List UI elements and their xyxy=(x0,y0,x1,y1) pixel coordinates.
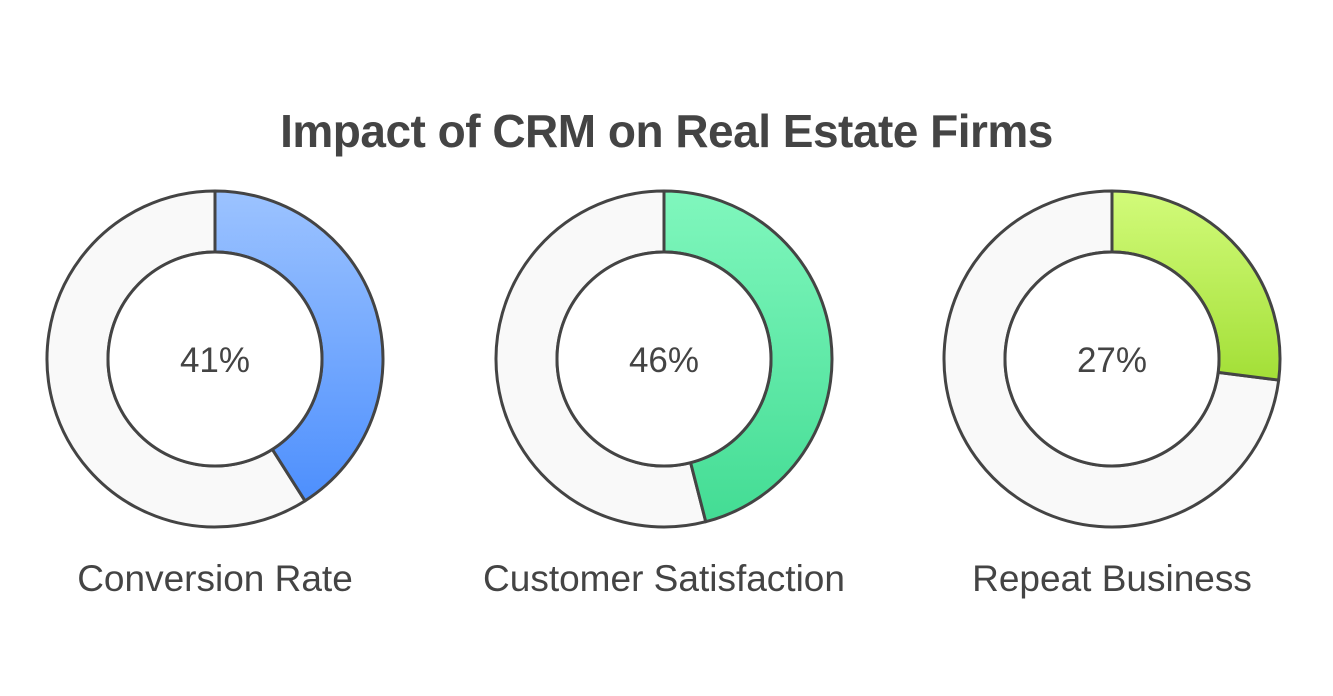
category-label-conversion-rate: Conversion Rate xyxy=(77,558,353,599)
chart-title: Impact of CRM on Real Estate Firms xyxy=(280,105,1053,157)
value-label-conversion-rate: 41% xyxy=(180,341,250,380)
donut-repeat-business: 27% Repeat Business xyxy=(942,189,1282,599)
value-label-customer-satisfaction: 46% xyxy=(629,341,699,380)
donut-conversion-rate: 41% Conversion Rate xyxy=(45,189,385,599)
donut-hole-repeat-business xyxy=(1003,250,1221,468)
donut-hole-conversion-rate xyxy=(106,250,324,468)
value-label-repeat-business: 27% xyxy=(1077,341,1147,380)
category-label-repeat-business: Repeat Business xyxy=(972,558,1252,599)
donut-customer-satisfaction: 46% Customer Satisfaction xyxy=(483,189,845,599)
category-label-customer-satisfaction: Customer Satisfaction xyxy=(483,558,845,599)
donut-hole-customer-satisfaction xyxy=(555,250,773,468)
